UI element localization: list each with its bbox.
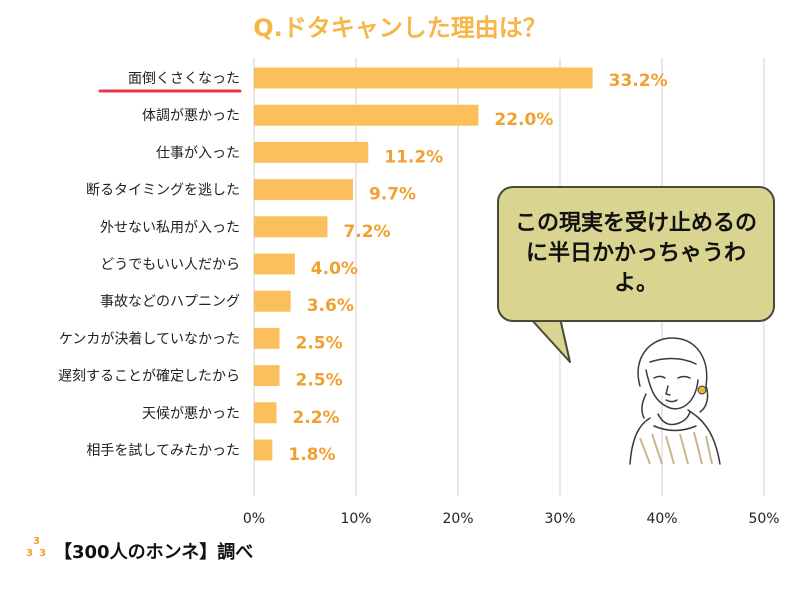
category-label: ケンカが決着していなかった xyxy=(59,331,240,347)
woman-illustration-icon xyxy=(629,337,721,465)
bar xyxy=(254,179,353,201)
speech-bubble: この現実を受け止めるのに半日かかっちゃうわよ。 xyxy=(497,186,775,322)
bar xyxy=(254,365,280,387)
value-label: 2.5% xyxy=(296,333,343,353)
value-label: 2.2% xyxy=(292,408,339,428)
bar xyxy=(254,327,280,349)
bar xyxy=(254,290,291,312)
category-label: 事故などのハプニング xyxy=(100,294,240,310)
category-label: 体調が悪かった xyxy=(142,108,240,124)
source-credit: 3 3 3 【300人のホンネ】調べ xyxy=(24,536,254,564)
speech-bubble-text: この現実を受け止めるのに半日かかっちゃうわよ。 xyxy=(514,211,757,296)
bar xyxy=(254,216,328,238)
value-label: 33.2% xyxy=(609,71,668,91)
category-label: 外せない私用が入った xyxy=(100,220,240,236)
category-label: 断るタイミングを逃した xyxy=(86,183,240,199)
bar xyxy=(254,402,277,424)
category-label: どうでもいい人だから xyxy=(100,257,240,273)
category-label: 相手を試してみたかった xyxy=(86,443,240,459)
category-label: 遅刻することが確定したから xyxy=(58,369,240,385)
value-label: 7.2% xyxy=(343,222,390,242)
x-tick-label: 40% xyxy=(646,511,677,527)
chart-title: Q.ドタキャンした理由は？ xyxy=(253,14,547,42)
bar xyxy=(254,253,295,275)
x-tick-label: 20% xyxy=(442,511,473,527)
x-tick-label: 10% xyxy=(340,511,371,527)
bar xyxy=(254,67,593,89)
value-label: 9.7% xyxy=(369,185,416,205)
source-text: 【300人のホンネ】調べ xyxy=(54,542,254,563)
value-label: 2.5% xyxy=(296,371,343,391)
category-label: 面倒くさくなった xyxy=(128,71,240,87)
bar xyxy=(254,104,479,126)
x-tick-label: 30% xyxy=(544,511,575,527)
value-label: 22.0% xyxy=(494,110,553,130)
value-label: 1.8% xyxy=(288,445,335,465)
category-label: 仕事が入った xyxy=(156,145,240,161)
survey-logo-icon: 3 3 3 xyxy=(26,536,46,559)
value-label: 3.6% xyxy=(307,296,354,316)
value-label: 4.0% xyxy=(311,259,358,279)
value-label: 11.2% xyxy=(384,147,443,167)
bar xyxy=(254,141,369,163)
category-label: 天候が悪かった xyxy=(142,406,240,422)
x-tick-label: 50% xyxy=(748,511,779,527)
bar xyxy=(254,439,273,461)
x-tick-label: 0% xyxy=(243,511,265,527)
